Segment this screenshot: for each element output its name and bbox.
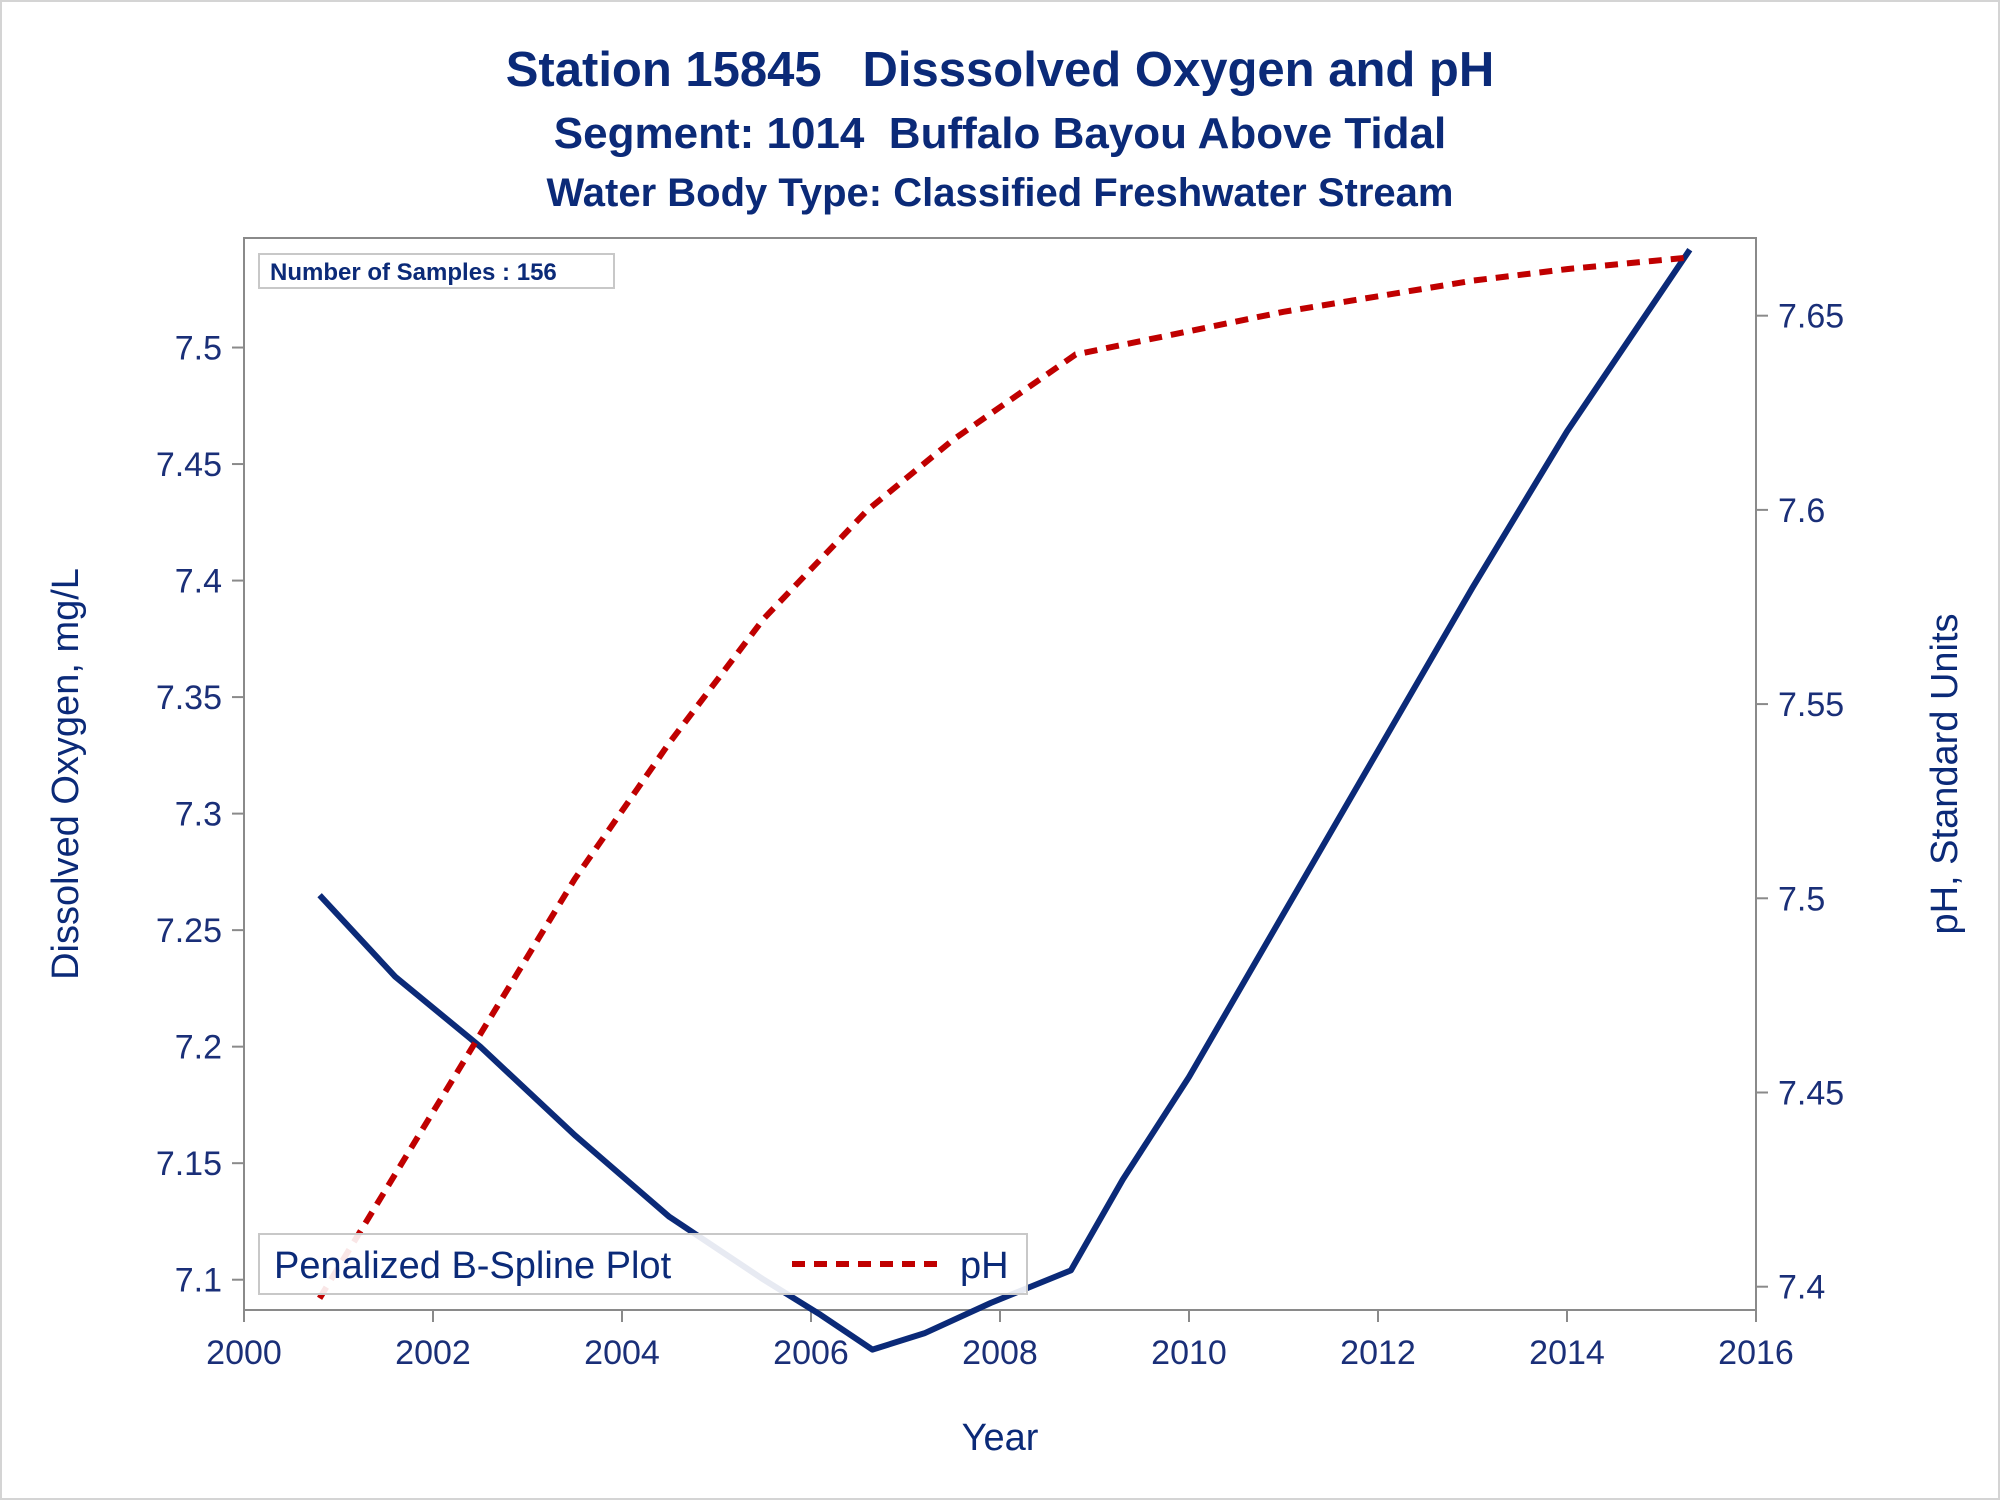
sample-count-box — [258, 253, 615, 289]
series-layer — [317, 248, 1693, 1353]
sample-count-text: Number of Samples : 156 — [270, 259, 557, 286]
y-axis-left-label: Dissolved Oxygen, mg/L — [45, 568, 87, 980]
y-left-tick-label: 7.35 — [156, 679, 222, 717]
x-tick-label: 2002 — [395, 1334, 471, 1372]
y-left-tick-label: 7.4 — [175, 563, 222, 601]
sample-count-annotation: Number of Samples : 156 — [258, 253, 615, 289]
y-left-tick-label: 7.5 — [175, 330, 222, 368]
chart-subtitle: Segment: 1014 Buffalo Bayou Above Tidal — [554, 109, 1446, 158]
y-left-tick-label: 7.15 — [156, 1145, 222, 1183]
series-ph-line — [317, 254, 1691, 1300]
y-axis-right: 7.4 7.45 7.5 7.55 7.6 7.65 — [1756, 298, 1844, 1307]
y-right-tick-label: 7.45 — [1778, 1074, 1844, 1112]
y-left-tick-label: 7.25 — [156, 912, 222, 950]
y-axis-right-label: pH, Standard Units — [1924, 613, 1966, 934]
y-left-tick-label: 7.2 — [175, 1029, 222, 1067]
legend: Penalized B-Spline Plot pH — [258, 1233, 1028, 1295]
y-right-tick-label: 7.55 — [1778, 686, 1844, 724]
x-tick-label: 2012 — [1340, 1334, 1416, 1372]
y-right-tick-label: 7.4 — [1778, 1269, 1825, 1307]
y-right-tick-label: 7.6 — [1778, 492, 1825, 530]
legend-title: Penalized B-Spline Plot — [274, 1245, 672, 1287]
y-left-tick-label: 7.45 — [156, 446, 222, 484]
y-axis-left: 7.1 7.15 7.2 7.25 7.3 7.35 7.4 7.45 7.5 — [156, 330, 244, 1300]
y-left-tick-label: 7.1 — [175, 1262, 222, 1300]
y-right-tick-label: 7.65 — [1778, 298, 1844, 336]
plot-area — [243, 237, 1757, 1311]
legend-entry-ph: pH — [960, 1245, 1009, 1287]
series-dissolved-oxygen-line — [317, 248, 1693, 1353]
y-left-tick-label: 7.3 — [175, 796, 222, 834]
x-tick-label: 2010 — [1151, 1334, 1227, 1372]
x-tick-label: 2000 — [206, 1334, 282, 1372]
x-tick-label: 2016 — [1718, 1334, 1794, 1372]
x-axis: 2000 2002 2004 2006 2008 2010 2012 2014 2016 — [206, 1310, 1794, 1372]
y-right-tick-label: 7.5 — [1778, 880, 1825, 918]
x-axis-label: Year — [962, 1417, 1039, 1459]
x-tick-label: 2008 — [962, 1334, 1038, 1372]
x-tick-label: 2014 — [1529, 1334, 1605, 1372]
x-tick-label: 2006 — [773, 1334, 849, 1372]
legend-box — [258, 1233, 1028, 1295]
chart-subtitle-2: Water Body Type: Classified Freshwater S… — [547, 171, 1454, 215]
x-tick-label: 2004 — [584, 1334, 660, 1372]
chart-title: Station 15845 Disssolved Oxygen and pH — [506, 43, 1495, 97]
